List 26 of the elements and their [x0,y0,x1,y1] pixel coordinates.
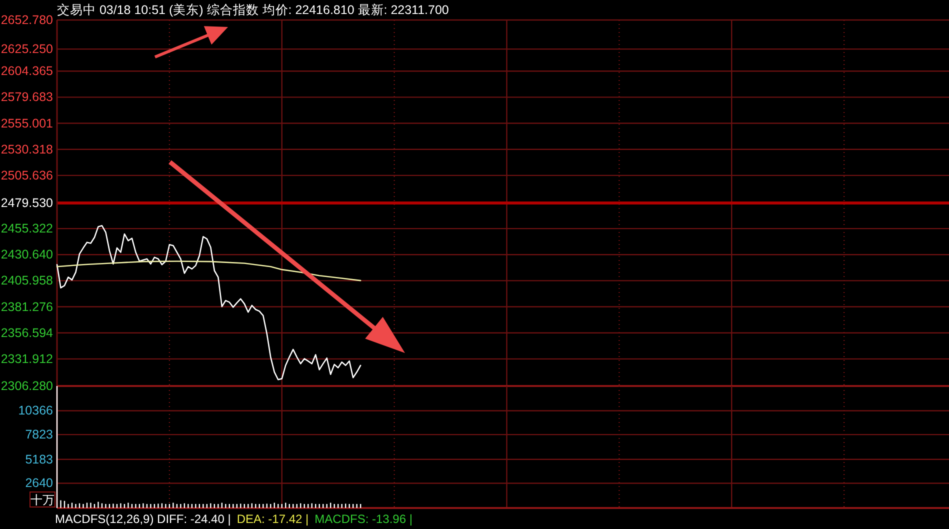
y-tick-label: 2381.276 [0,300,54,314]
text: MACDFS: -13.96 | [314,512,412,526]
line-series [56,260,362,282]
y-tick-label: 2405.958 [0,274,54,288]
y-tick-label: 2640 [25,476,54,490]
y-tick-label: 2430.640 [0,248,54,262]
line-series [56,224,362,380]
y-tick-label: 5183 [25,452,54,466]
y-tick-label: 2604.365 [0,64,54,78]
y-tick-label: 2455.322 [0,222,54,236]
y-tick-label: 2555.001 [0,116,54,130]
chart-title: 交易中 03/18 10:51 (美东) 综合指数 均价: 22416.810 最新: 22311.700 [57,2,449,17]
y-tick-label: 2356.594 [0,326,54,340]
y-axis-title: 十万 [30,493,54,507]
y-tick-label: 7823 [25,428,54,442]
y-tick-label: 2625.250 [0,42,54,56]
y-tick-label: 2306.280 [0,379,54,393]
y-tick-label: 2579.683 [0,90,54,104]
text: MACDFS(12,26,9) DIFF: -24.40 | [55,512,231,526]
y-tick-label: 2505.636 [0,168,54,182]
y-tick-label: 10366 [18,404,54,418]
y-tick-label: 2331.912 [0,352,54,366]
y-tick-label: 2479.530 [0,196,54,210]
text: DEA: -17.42 | [236,512,309,526]
y-tick-label: 2530.318 [0,142,54,156]
y-tick-label: 2652.780 [0,13,54,27]
